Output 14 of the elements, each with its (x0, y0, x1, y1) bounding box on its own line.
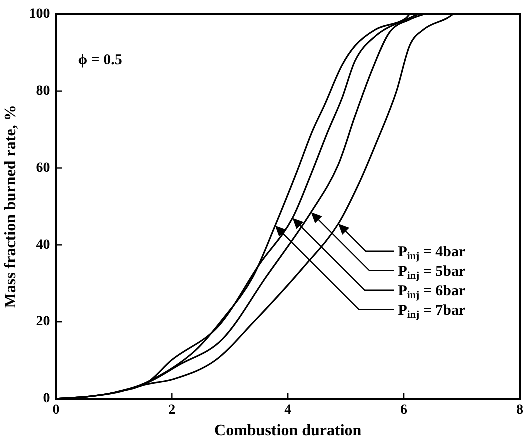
y-tick-label: 0 (43, 392, 50, 407)
y-axis-title: Mass fraction burned rate, % (2, 105, 20, 308)
x-tick-label: 2 (168, 403, 176, 418)
x-tick-label: 8 (516, 403, 524, 418)
y-tick-label: 80 (36, 84, 50, 99)
x-tick-label: 6 (400, 403, 408, 418)
x-axis-title: Combustion duration (214, 422, 362, 440)
x-tick-label: 4 (284, 403, 292, 418)
x-tick-label: 0 (52, 403, 60, 418)
annotation: ϕ = 0.5 (78, 52, 122, 68)
y-tick-label: 100 (29, 7, 50, 22)
y-tick-label: 40 (36, 238, 50, 253)
y-tick-label: 60 (36, 160, 50, 176)
y-tick-label: 20 (36, 314, 50, 330)
